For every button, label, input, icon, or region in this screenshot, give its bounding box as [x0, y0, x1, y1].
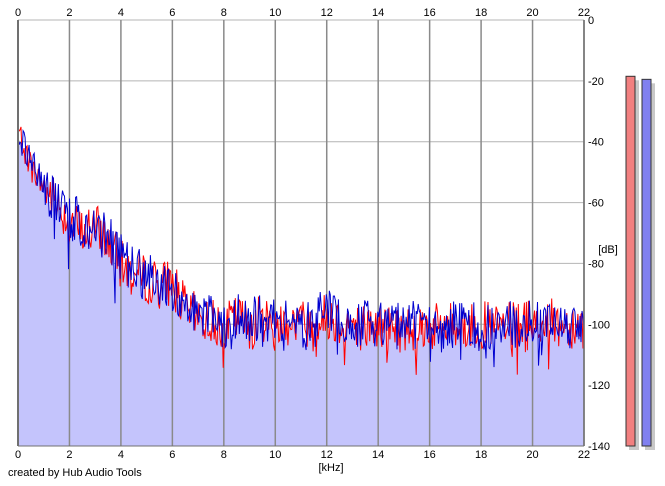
y-tick-label: -80 [588, 258, 604, 270]
x-tick-label: 16 [424, 7, 436, 19]
credit-text: created by Hub Audio Tools [8, 467, 142, 479]
y-tick-label: 0 [588, 15, 594, 27]
x-tick-label: 18 [475, 449, 487, 461]
x-tick-labels-bottom: 0 2 4 6 8 10 12 14 16 18 20 22 [15, 449, 590, 461]
x-axis-label: [kHz] [318, 462, 343, 474]
x-tick-label: 4 [118, 7, 124, 19]
x-tick-label: 6 [169, 449, 175, 461]
x-tick-label: 0 [15, 7, 21, 19]
x-tick-label: 12 [321, 449, 333, 461]
spectrum-fill [18, 134, 584, 446]
y-axis-label: [dB] [598, 244, 618, 256]
vertical-gridlines [17, 20, 585, 446]
x-tick-label: 6 [169, 7, 175, 19]
spectrum-series [17, 126, 585, 375]
plot-frame [17, 20, 585, 447]
x-tick-label: 0 [15, 449, 21, 461]
x-tick-label: 22 [578, 7, 590, 19]
x-tick-label: 2 [66, 7, 72, 19]
x-tick-label: 4 [118, 449, 124, 461]
x-tick-label: 12 [321, 7, 333, 19]
spectrum-fill-area [18, 134, 584, 446]
x-tick-label: 20 [526, 449, 538, 461]
level-meter-red [625, 75, 636, 447]
y-tick-label: -60 [588, 198, 604, 210]
x-tick-label: 14 [372, 7, 384, 19]
x-tick-label: 14 [372, 449, 384, 461]
y-tick-label: -120 [588, 380, 610, 392]
y-tick-label: -20 [588, 76, 604, 88]
y-tick-labels: 0 -20 -40 -60 -80 -100 -120 -140 [588, 15, 610, 453]
y-tick-label: -100 [588, 319, 610, 331]
x-tick-label: 10 [269, 449, 281, 461]
blue-channel-line [17, 128, 585, 368]
x-tick-label: 16 [424, 449, 436, 461]
y-tick-label: -40 [588, 137, 604, 149]
x-tick-label: 8 [221, 7, 227, 19]
x-tick-label: 10 [269, 7, 281, 19]
x-tick-label: 20 [526, 7, 538, 19]
level-meter-blue [641, 78, 652, 447]
x-tick-label: 18 [475, 7, 487, 19]
x-tick-labels-top: 0 2 4 6 8 10 12 14 16 18 20 22 [15, 7, 590, 19]
level-meters [625, 75, 655, 451]
x-tick-label: 2 [66, 449, 72, 461]
x-tick-label: 22 [578, 449, 590, 461]
x-tick-label: 8 [221, 449, 227, 461]
y-tick-label: -140 [588, 441, 610, 453]
